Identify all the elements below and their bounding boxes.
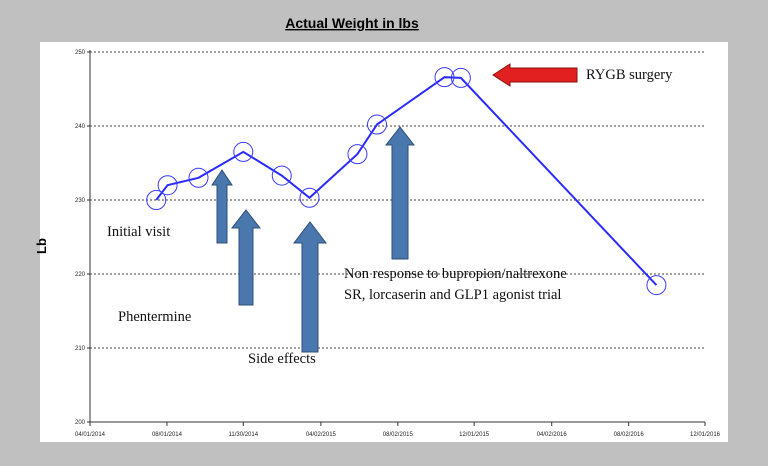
phentermine-arrow [230, 209, 262, 306]
weight-markers [146, 67, 667, 296]
data-point-marker [434, 67, 455, 88]
weight-series [155, 76, 658, 286]
x-tick-label: 08/02/2015 [383, 432, 414, 438]
y-tick-label: 250 [75, 50, 86, 56]
side-effects-arrow [292, 221, 328, 353]
x-tick-label: 08/01/2014 [152, 432, 183, 438]
x-tick-label: 04/02/2016 [537, 432, 568, 438]
y-tick-label: 220 [75, 272, 86, 278]
y-axis-label: Lb [34, 238, 49, 254]
annotation-arrows [211, 63, 578, 353]
data-point-marker [347, 144, 368, 165]
data-point-marker [450, 67, 471, 88]
data-point-marker [233, 141, 254, 162]
chart-title: Actual Weight in lbs [285, 15, 419, 31]
initial-visit-label: Initial visit [107, 224, 170, 240]
non-response-label-line2: SR, lorcaserin and GLP1 agonist trial [344, 287, 561, 303]
non-response-label-line1: Non response to bupropion/naltrexone [344, 266, 567, 282]
weight-line [155, 76, 658, 286]
y-tick-label: 200 [75, 420, 86, 426]
x-tick-label: 11/30/2014 [228, 432, 258, 438]
y-tick-label: 210 [75, 346, 86, 352]
side-effects-label: Side effects [248, 351, 316, 367]
y-ticks: 200 210 220 230 240 250 [75, 50, 90, 426]
data-point-marker [299, 187, 320, 208]
phentermine-label: Phentermine [118, 309, 191, 325]
gridlines [90, 51, 705, 349]
x-tick-label: 12/01/2016 [690, 432, 721, 438]
data-point-marker [271, 165, 292, 186]
data-point-marker [188, 167, 209, 188]
non-response-arrow [384, 126, 416, 260]
x-tick-label: 04/02/2015 [306, 432, 337, 438]
initial-visit-arrow [211, 169, 233, 244]
data-point-marker [367, 114, 387, 135]
data-point-marker [646, 275, 667, 296]
y-tick-label: 240 [75, 124, 86, 130]
y-tick-label: 230 [75, 198, 86, 204]
x-ticks: 04/01/2014 08/01/2014 11/30/2014 04/02/2015… [75, 422, 721, 438]
plot-panel [40, 42, 728, 442]
surgery-label: RYGB surgery [586, 67, 673, 83]
x-tick-label: 08/02/2016 [614, 432, 645, 438]
data-point-marker [146, 190, 167, 210]
x-tick-label: 12/01/2015 [459, 432, 490, 438]
surgery-arrow [492, 63, 578, 87]
x-tick-label: 04/01/2014 [75, 432, 106, 438]
data-point-marker [157, 175, 178, 196]
